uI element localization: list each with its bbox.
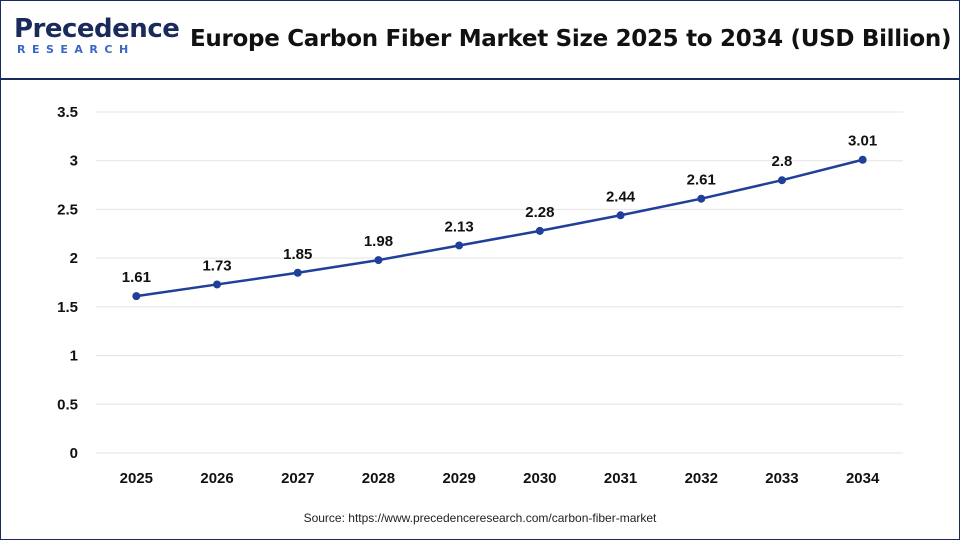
data-point xyxy=(132,292,141,301)
data-point xyxy=(616,211,625,220)
data-label: 2.13 xyxy=(445,218,474,235)
data-point xyxy=(374,256,383,265)
data-label: 1.98 xyxy=(364,233,393,250)
data-label: 2.28 xyxy=(525,204,554,221)
data-point xyxy=(213,280,222,289)
y-tick-label: 2.5 xyxy=(57,201,78,218)
data-label: 1.73 xyxy=(202,257,231,274)
data-label: 2.8 xyxy=(772,153,793,170)
y-tick-label: 3 xyxy=(70,153,78,170)
x-tick-label: 2033 xyxy=(765,470,798,487)
logo-subtitle: RESEARCH xyxy=(17,43,135,56)
data-point xyxy=(858,155,867,164)
data-label: 2.61 xyxy=(687,172,716,189)
data-point xyxy=(535,226,544,235)
y-tick-label: 1 xyxy=(70,348,78,365)
x-tick-label: 2027 xyxy=(281,470,314,487)
y-tick-label: 0.5 xyxy=(57,396,78,413)
data-point xyxy=(697,194,706,203)
x-tick-label: 2030 xyxy=(523,470,556,487)
x-tick-label: 2028 xyxy=(362,470,395,487)
header-bar: Precedence RESEARCH Europe Carbon Fiber … xyxy=(0,0,960,80)
data-point xyxy=(455,241,464,250)
y-tick-label: 2 xyxy=(70,250,78,267)
data-label: 3.01 xyxy=(848,133,877,150)
data-point xyxy=(293,268,302,277)
series-line xyxy=(136,158,863,298)
x-tick-label: 2029 xyxy=(442,470,475,487)
y-tick-label: 1.5 xyxy=(57,299,78,316)
x-tick-label: 2026 xyxy=(200,470,233,487)
brand-logo: Precedence RESEARCH xyxy=(14,14,180,66)
data-label: 2.44 xyxy=(606,188,636,205)
x-tick-label: 2032 xyxy=(685,470,718,487)
y-tick-label: 0 xyxy=(70,445,78,462)
x-tick-label: 2025 xyxy=(120,470,153,487)
line-chart: 0 0.5 1 1.5 2 2.5 3 3.5 2025 2026 2027 2028 2029 2030… xyxy=(57,104,903,487)
data-label: 1.85 xyxy=(283,246,312,263)
logo-wordmark: Precedence xyxy=(14,14,180,44)
y-tick-label: 3.5 xyxy=(57,104,78,121)
source-note: Source: https://www.precedenceresearch.c… xyxy=(303,511,657,525)
x-tick-label: 2031 xyxy=(604,470,637,487)
page-title: Europe Carbon Fiber Market Size 2025 to … xyxy=(190,26,952,52)
x-tick-label: 2034 xyxy=(846,470,880,487)
data-point xyxy=(777,176,786,185)
data-label: 1.61 xyxy=(122,269,151,286)
